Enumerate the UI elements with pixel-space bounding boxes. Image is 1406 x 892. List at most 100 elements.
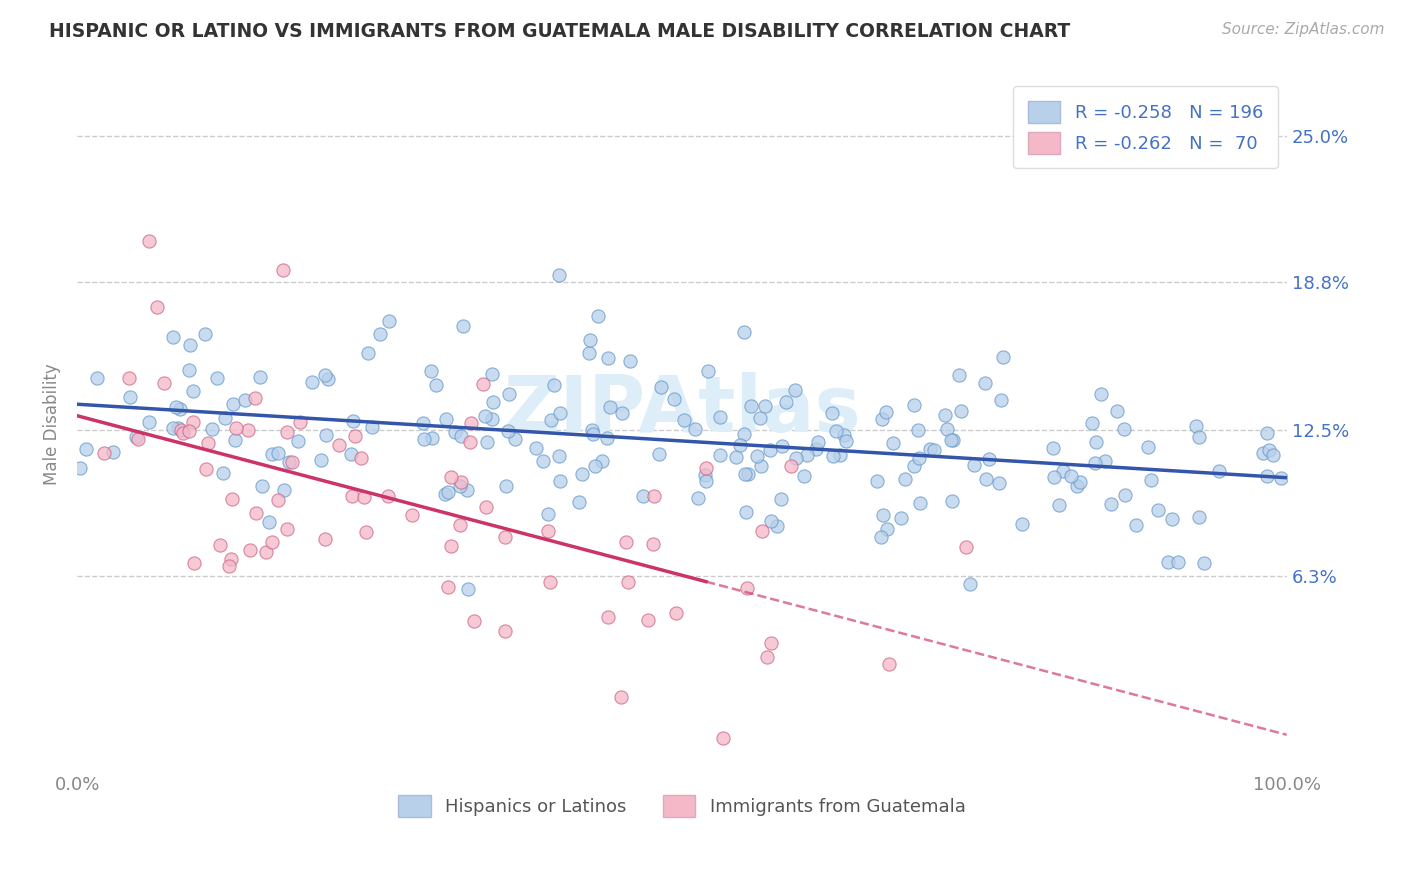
Point bbox=[733, 325, 755, 339]
Point bbox=[796, 448, 818, 462]
Point bbox=[460, 434, 482, 449]
Point bbox=[748, 410, 770, 425]
Point bbox=[939, 433, 962, 447]
Point bbox=[498, 387, 520, 401]
Point bbox=[205, 370, 228, 384]
Point bbox=[579, 334, 602, 348]
Point bbox=[974, 472, 997, 486]
Point bbox=[450, 475, 472, 489]
Point bbox=[924, 443, 946, 458]
Point bbox=[86, 371, 108, 385]
Point bbox=[238, 423, 260, 437]
Point bbox=[749, 459, 772, 474]
Point bbox=[948, 368, 970, 383]
Point bbox=[249, 370, 271, 384]
Point bbox=[412, 417, 434, 431]
Point bbox=[713, 731, 735, 745]
Point bbox=[443, 425, 465, 439]
Point bbox=[314, 368, 336, 382]
Point bbox=[118, 371, 141, 385]
Point bbox=[643, 489, 665, 503]
Point bbox=[437, 581, 460, 595]
Point bbox=[683, 422, 706, 436]
Point bbox=[195, 461, 218, 475]
Point bbox=[695, 468, 717, 483]
Point bbox=[1069, 475, 1091, 489]
Point bbox=[974, 376, 997, 390]
Point bbox=[650, 380, 672, 394]
Point bbox=[75, 442, 97, 457]
Point bbox=[201, 422, 224, 436]
Point bbox=[936, 422, 959, 436]
Point bbox=[481, 395, 503, 409]
Point bbox=[903, 459, 925, 474]
Point bbox=[360, 419, 382, 434]
Point bbox=[821, 449, 844, 463]
Point bbox=[747, 449, 769, 463]
Point bbox=[494, 624, 516, 639]
Point bbox=[475, 434, 498, 449]
Point bbox=[955, 540, 977, 554]
Point bbox=[548, 406, 571, 420]
Point bbox=[990, 392, 1012, 407]
Point bbox=[252, 479, 274, 493]
Point bbox=[737, 467, 759, 481]
Point bbox=[225, 421, 247, 435]
Point bbox=[619, 353, 641, 368]
Point bbox=[1011, 517, 1033, 532]
Point bbox=[434, 412, 457, 426]
Point bbox=[169, 401, 191, 416]
Point bbox=[449, 518, 471, 533]
Point bbox=[821, 406, 844, 420]
Point bbox=[1188, 430, 1211, 444]
Point bbox=[260, 535, 283, 549]
Point bbox=[709, 409, 731, 424]
Point bbox=[568, 495, 591, 509]
Point bbox=[165, 400, 187, 414]
Point bbox=[950, 404, 973, 418]
Point bbox=[770, 491, 793, 506]
Point bbox=[259, 515, 281, 529]
Point bbox=[260, 447, 283, 461]
Text: HISPANIC OR LATINO VS IMMIGRANTS FROM GUATEMALA MALE DISABILITY CORRELATION CHAR: HISPANIC OR LATINO VS IMMIGRANTS FROM GU… bbox=[49, 22, 1070, 41]
Point bbox=[866, 474, 889, 488]
Point bbox=[1085, 435, 1108, 450]
Point bbox=[571, 467, 593, 481]
Point bbox=[547, 268, 569, 282]
Point bbox=[1140, 473, 1163, 487]
Point bbox=[959, 576, 981, 591]
Point bbox=[287, 434, 309, 448]
Point bbox=[495, 478, 517, 492]
Point bbox=[281, 455, 304, 469]
Point bbox=[830, 448, 852, 462]
Point bbox=[875, 404, 897, 418]
Point bbox=[278, 455, 301, 469]
Point bbox=[870, 530, 893, 544]
Point bbox=[988, 476, 1011, 491]
Point bbox=[368, 326, 391, 341]
Point bbox=[1094, 454, 1116, 468]
Point bbox=[194, 326, 217, 341]
Point bbox=[342, 489, 364, 503]
Point bbox=[69, 461, 91, 475]
Point bbox=[183, 556, 205, 570]
Point bbox=[267, 446, 290, 460]
Point bbox=[460, 417, 482, 431]
Point bbox=[609, 690, 631, 704]
Point bbox=[538, 575, 561, 590]
Point bbox=[1185, 419, 1208, 434]
Text: Source: ZipAtlas.com: Source: ZipAtlas.com bbox=[1222, 22, 1385, 37]
Point bbox=[991, 350, 1014, 364]
Point bbox=[673, 413, 696, 427]
Point bbox=[401, 508, 423, 522]
Point bbox=[918, 442, 941, 457]
Point bbox=[1043, 469, 1066, 483]
Point bbox=[166, 420, 188, 434]
Legend: Hispanics or Latinos, Immigrants from Guatemala: Hispanics or Latinos, Immigrants from Gu… bbox=[391, 788, 973, 824]
Point bbox=[834, 428, 856, 442]
Point bbox=[1146, 502, 1168, 516]
Point bbox=[212, 466, 235, 480]
Point bbox=[422, 431, 444, 445]
Point bbox=[540, 413, 562, 427]
Point bbox=[316, 372, 339, 386]
